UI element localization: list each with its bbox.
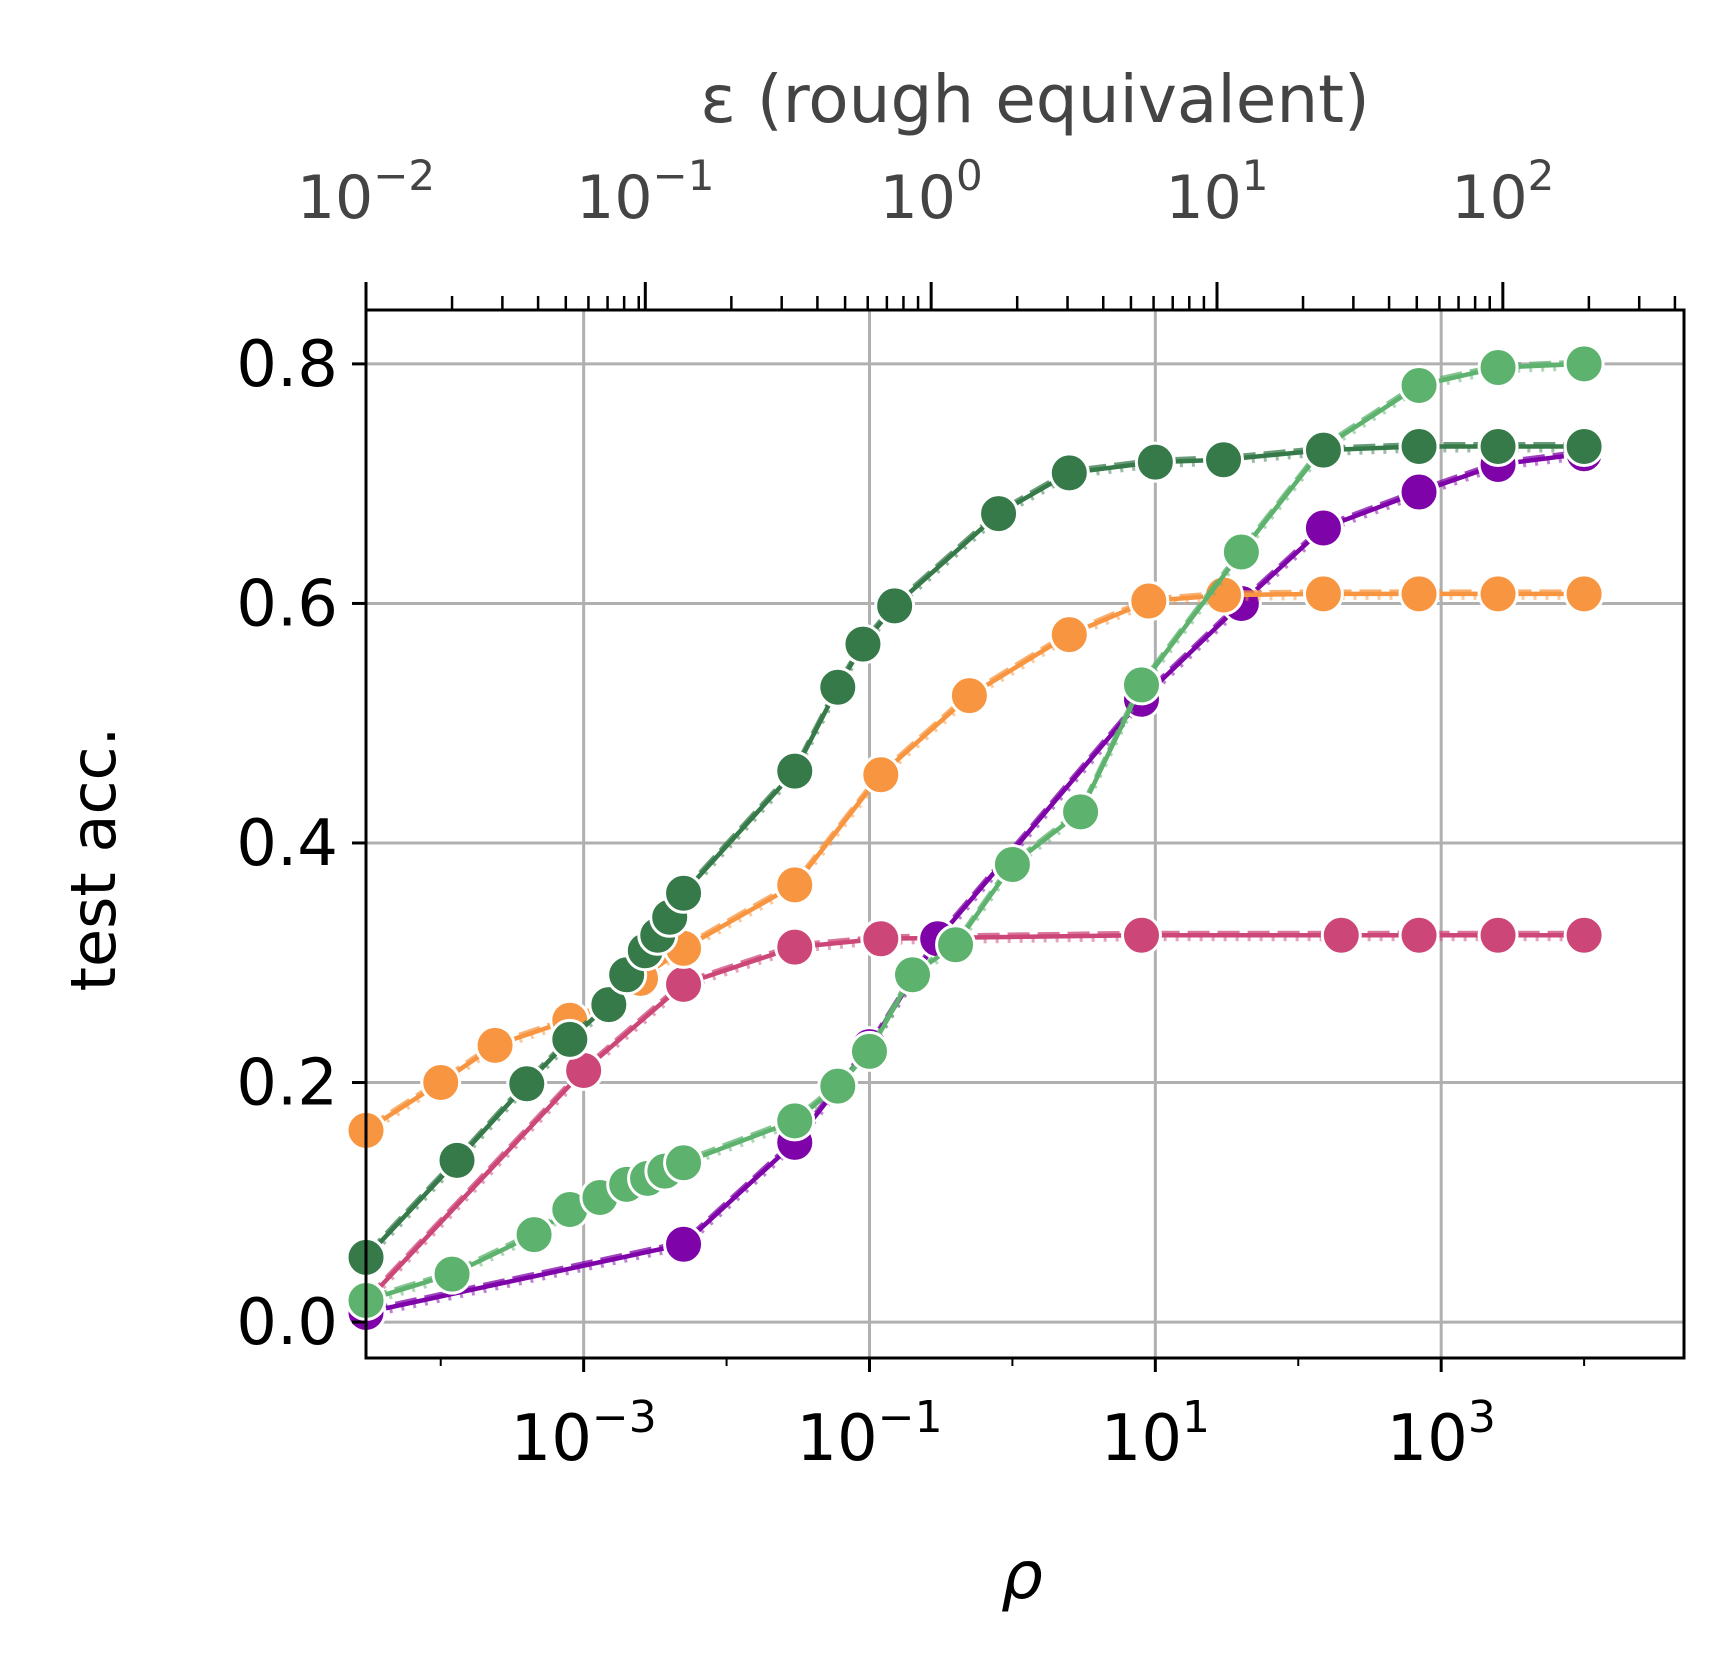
y-tick-label: 0.4 bbox=[236, 807, 338, 881]
x-tick-label: 103 bbox=[1386, 1392, 1495, 1476]
data-point bbox=[842, 623, 884, 665]
data-point bbox=[1302, 429, 1344, 471]
data-point bbox=[935, 924, 977, 966]
series-3 bbox=[345, 343, 1605, 1322]
data-point bbox=[1302, 573, 1344, 615]
data-point bbox=[874, 585, 916, 627]
data-point bbox=[1220, 531, 1262, 573]
data-point bbox=[1563, 426, 1605, 468]
top-tick-label: 100 bbox=[880, 151, 983, 233]
data-point bbox=[1128, 580, 1170, 622]
top-tick-label: 101 bbox=[1165, 151, 1268, 233]
y-axis-label: test acc. bbox=[57, 727, 130, 992]
axes: 0.0 0.2 0.4 0.6 0.8 10−3 10−1 101 103 10−2 10−1 100… bbox=[236, 151, 1684, 1476]
y-tick-label: 0.6 bbox=[236, 567, 338, 641]
series-4 bbox=[345, 426, 1605, 1278]
data-point bbox=[1048, 452, 1090, 494]
data-point bbox=[1477, 426, 1519, 468]
x-tick-label: 10−3 bbox=[510, 1392, 656, 1476]
data-point bbox=[1477, 346, 1519, 388]
data-point bbox=[948, 675, 990, 717]
y-tick-label: 0.2 bbox=[236, 1047, 338, 1121]
data-point bbox=[1398, 426, 1440, 468]
data-point bbox=[474, 1024, 516, 1066]
data-point bbox=[506, 1063, 548, 1105]
data-point bbox=[817, 1065, 859, 1107]
data-point bbox=[860, 754, 902, 796]
data-point bbox=[1563, 343, 1605, 385]
data-point bbox=[1134, 441, 1176, 483]
data-point bbox=[436, 1139, 478, 1181]
data-point bbox=[663, 1142, 705, 1184]
data-point bbox=[860, 918, 902, 960]
data-point bbox=[1563, 573, 1605, 615]
data-point bbox=[774, 864, 816, 906]
data-point bbox=[817, 666, 859, 708]
data-point bbox=[774, 926, 816, 968]
data-point bbox=[1563, 914, 1605, 956]
data-point bbox=[1398, 573, 1440, 615]
top-tick-label: 10−1 bbox=[576, 151, 714, 233]
data-point bbox=[774, 750, 816, 792]
data-point bbox=[1120, 914, 1162, 956]
data-point bbox=[1398, 364, 1440, 406]
series-layer bbox=[345, 343, 1605, 1333]
y-tick-label: 0.8 bbox=[236, 328, 338, 402]
top-axis-label: ε (rough equivalent) bbox=[700, 61, 1370, 138]
data-point bbox=[848, 1030, 890, 1072]
data-point bbox=[588, 984, 630, 1026]
data-point bbox=[1302, 507, 1344, 549]
data-point bbox=[663, 872, 705, 914]
data-point bbox=[774, 1100, 816, 1142]
x-tick-label: 10−1 bbox=[796, 1392, 942, 1476]
top-tick-label: 10−2 bbox=[297, 151, 435, 233]
data-point bbox=[1477, 573, 1519, 615]
data-point bbox=[1398, 914, 1440, 956]
data-point bbox=[978, 493, 1020, 535]
series-line bbox=[364, 444, 1585, 1259]
data-point bbox=[892, 954, 934, 996]
data-point bbox=[1060, 791, 1102, 833]
data-point bbox=[513, 1214, 555, 1256]
data-point bbox=[1477, 914, 1519, 956]
data-point bbox=[431, 1253, 473, 1295]
data-point bbox=[420, 1062, 462, 1104]
data-point bbox=[663, 1223, 705, 1265]
x-tick-label: 101 bbox=[1101, 1392, 1210, 1476]
data-point bbox=[1048, 614, 1090, 656]
data-point bbox=[991, 844, 1033, 886]
top-tick-label: 102 bbox=[1451, 151, 1554, 233]
data-point bbox=[549, 1018, 591, 1060]
series-line bbox=[364, 932, 1585, 1304]
data-point bbox=[1203, 439, 1245, 481]
data-point bbox=[1320, 914, 1362, 956]
data-point bbox=[1398, 471, 1440, 513]
x-axis-label: ρ bbox=[1001, 1537, 1043, 1614]
data-point bbox=[1120, 664, 1162, 706]
y-tick-label: 0.0 bbox=[236, 1286, 338, 1360]
data-point bbox=[663, 963, 705, 1005]
